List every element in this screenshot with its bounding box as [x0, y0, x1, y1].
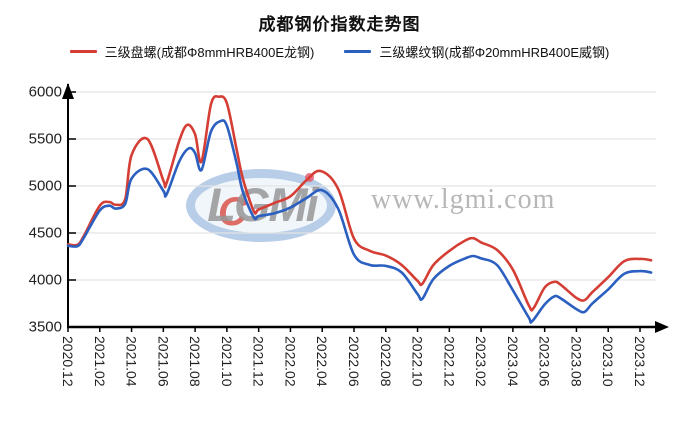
legend-label-luowengang: 三级螺纹钢(成都Φ20mmHRB400E威钢) — [379, 45, 610, 60]
x-tick-label-2023.02: 2023.02 — [473, 336, 489, 387]
x-tick-label-2021.02: 2021.02 — [92, 336, 108, 387]
y-tick-label-5000: 5000 — [29, 178, 62, 195]
legend-line-swatch-red — [69, 50, 97, 53]
x-axis-arrow-icon — [655, 321, 669, 333]
x-tick-label-2022.08: 2022.08 — [378, 336, 394, 387]
series-line-0 — [66, 95, 653, 312]
y-tick-label-4500: 4500 — [29, 225, 62, 242]
y-tick-label-6000: 6000 — [29, 84, 62, 101]
y-tick-label-4000: 4000 — [29, 272, 62, 289]
x-tick-label-2023.04: 2023.04 — [505, 336, 521, 387]
x-tick-label-2022.06: 2022.06 — [346, 336, 362, 387]
series-line-1 — [66, 119, 653, 324]
x-tick-label-2022.10: 2022.10 — [410, 336, 426, 387]
watermark-url-text: www.lgmi.com — [371, 184, 556, 215]
legend-item-luowengang: 三级螺纹钢(成都Φ20mmHRB400E威钢) — [344, 42, 609, 61]
legend-item-panluo: 三级盘螺(成都Φ8mmHRB400E龙钢) — [69, 42, 315, 61]
legend-line-swatch-blue — [344, 50, 372, 53]
y-tick-label-5500: 5500 — [29, 131, 62, 148]
legend: 三级盘螺(成都Φ8mmHRB400E龙钢) 三级螺纹钢(成都Φ20mmHRB40… — [0, 42, 679, 61]
x-tick-label-2022.02: 2022.02 — [282, 336, 298, 387]
y-tick-label-3500: 3500 — [29, 319, 62, 336]
x-tick-label-2023.06: 2023.06 — [537, 336, 553, 387]
x-tick-label-2021.04: 2021.04 — [124, 336, 140, 387]
x-tick-label-2023.08: 2023.08 — [568, 336, 584, 387]
x-tick-label-2021.10: 2021.10 — [219, 336, 235, 387]
x-tick-label-2022.04: 2022.04 — [314, 336, 330, 387]
x-tick-label-2021.08: 2021.08 — [187, 336, 203, 387]
x-tick-label-2021.12: 2021.12 — [251, 336, 267, 387]
x-tick-label-2023.10: 2023.10 — [600, 336, 616, 387]
x-tick-label-2021.06: 2021.06 — [155, 336, 171, 387]
x-tick-label-2022.12: 2022.12 — [441, 336, 457, 387]
legend-label-panluo: 三级盘螺(成都Φ8mmHRB400E龙钢) — [104, 45, 315, 60]
lgmi-logo-red-accent: C — [218, 190, 247, 234]
x-tick-label-2023.12: 2023.12 — [632, 336, 648, 387]
x-tick-label-2020.12: 2020.12 — [60, 336, 76, 387]
y-axis-arrow-icon — [62, 83, 74, 99]
chart-title: 成都钢价指数走势图 — [258, 15, 421, 34]
